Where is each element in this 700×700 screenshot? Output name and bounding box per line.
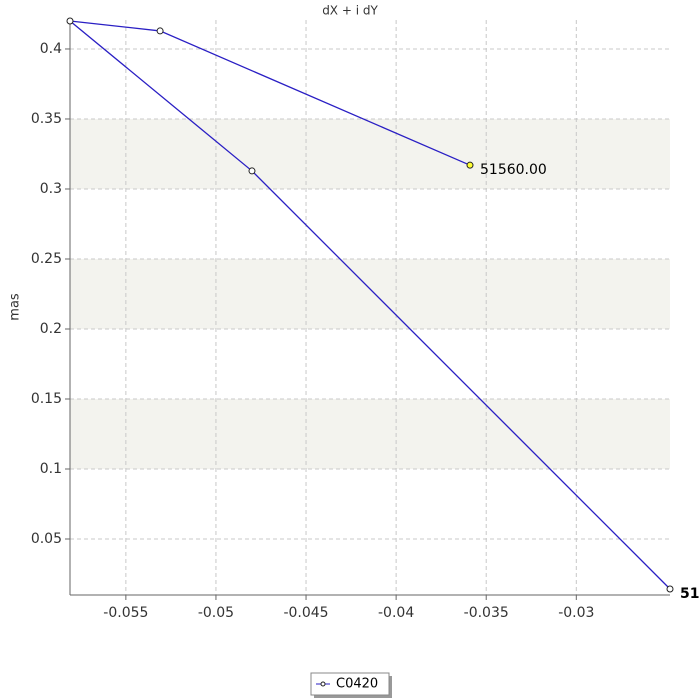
y-tick-label: 0.15	[31, 391, 62, 407]
x-tick-label: -0.03	[558, 605, 594, 621]
band	[70, 398, 670, 469]
x-tick-label: -0.035	[464, 605, 509, 621]
y-tick-label: 0.05	[31, 531, 62, 547]
y-tick-label: 0.35	[31, 111, 62, 127]
y-axis-label: mas	[8, 293, 23, 321]
legend: C0420	[310, 672, 392, 698]
point	[66, 17, 74, 25]
y-tick-label: 0.25	[31, 251, 62, 267]
y-tick-label: 0.2	[40, 321, 62, 337]
legend-box	[310, 672, 390, 696]
legend-marker	[320, 681, 326, 687]
point-label: 515	[680, 586, 700, 602]
y-tick-label: 0.1	[40, 461, 62, 477]
x-tick-label: -0.045	[283, 605, 328, 621]
x-tick-label: -0.05	[198, 605, 234, 621]
point	[466, 161, 474, 169]
point	[248, 167, 256, 175]
x-tick-label: -0.04	[378, 605, 414, 621]
y-tick-label: 0.4	[40, 41, 62, 57]
point	[666, 585, 674, 593]
point	[156, 27, 164, 35]
x-tick-label: -0.055	[103, 605, 148, 621]
band	[70, 118, 670, 189]
legend-label: C0420	[336, 677, 378, 692]
y-tick-label: 0.3	[40, 181, 62, 197]
point-label: 51560.00	[480, 162, 547, 178]
band	[70, 258, 670, 329]
chart-title: dX + i dY	[322, 4, 378, 18]
